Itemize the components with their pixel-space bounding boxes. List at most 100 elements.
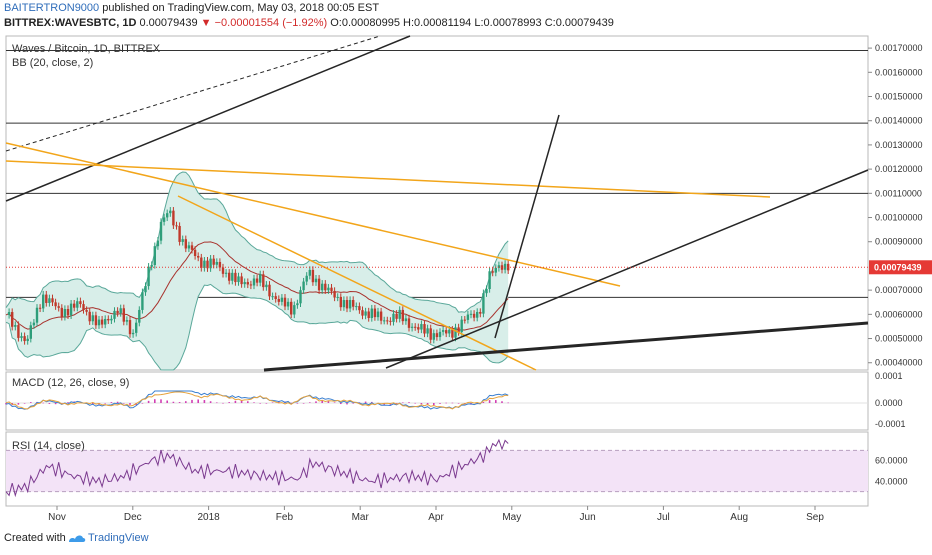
y-tick-label-0: 0.00170000 bbox=[875, 43, 923, 53]
candle-body bbox=[327, 287, 330, 291]
candle-body bbox=[221, 267, 225, 274]
rsi-line bbox=[5, 438, 509, 498]
last-price: 0.00079439 bbox=[139, 17, 198, 29]
orange-trendline-top bbox=[5, 160, 771, 198]
macd-tick-label-1: 0.0000 bbox=[875, 398, 903, 408]
bb-indicator-label[interactable]: BB (20, close, 2) bbox=[12, 57, 94, 69]
candle-body bbox=[38, 307, 42, 309]
macd-hist-bar bbox=[203, 400, 206, 403]
candle-body bbox=[386, 320, 389, 322]
candle-body bbox=[66, 309, 70, 316]
macd-hist-bar bbox=[420, 403, 423, 405]
bb-band-fill bbox=[6, 172, 509, 370]
candle-body bbox=[274, 296, 277, 300]
x-tick-label-10: Sep bbox=[806, 512, 824, 523]
candle-body bbox=[144, 286, 147, 293]
candle-body bbox=[296, 303, 299, 306]
x-tick-label-7: Jun bbox=[580, 512, 596, 523]
rsi-band-fill bbox=[6, 450, 868, 492]
black-trendline-long-upper bbox=[5, 35, 411, 202]
candle-body bbox=[460, 319, 463, 333]
macd-hist-bar bbox=[154, 399, 156, 403]
candle-body bbox=[259, 274, 262, 283]
macd-hist-bar bbox=[321, 400, 323, 403]
macd-hist-bar bbox=[333, 402, 336, 404]
macd-hist-bar bbox=[129, 403, 131, 405]
candle-body bbox=[178, 225, 181, 242]
rsi-tick-label-1: 40.0000 bbox=[875, 476, 908, 486]
macd-indicator-label[interactable]: MACD (12, 26, close, 9) bbox=[12, 377, 130, 389]
bb-lower-line bbox=[5, 283, 509, 371]
x-tick-label-8: Jul bbox=[657, 512, 670, 523]
macd-hist-bar bbox=[309, 402, 311, 403]
footer-brand[interactable]: TradingView bbox=[88, 532, 149, 544]
candle-body bbox=[448, 329, 451, 334]
candle-body bbox=[54, 302, 57, 307]
x-tick-label-9: Aug bbox=[730, 512, 748, 523]
candle-body bbox=[417, 327, 420, 330]
macd-hist-bar bbox=[48, 403, 51, 404]
candle-body bbox=[503, 263, 507, 270]
macd-hist-bar bbox=[346, 403, 348, 405]
candle-body bbox=[429, 328, 432, 340]
candle-body bbox=[426, 328, 429, 334]
candle-body bbox=[485, 289, 488, 294]
candle-body bbox=[76, 301, 79, 308]
candle-body bbox=[305, 275, 308, 282]
candle-body bbox=[153, 246, 156, 265]
candle-body bbox=[224, 272, 228, 274]
x-tick-label-4: Mar bbox=[352, 512, 370, 523]
macd-hist-bar bbox=[185, 401, 187, 403]
macd-hist-bar bbox=[482, 401, 485, 403]
candle-body bbox=[203, 260, 206, 268]
candle-body bbox=[240, 276, 243, 285]
macd-hist-bar bbox=[160, 399, 162, 403]
candle-body bbox=[454, 327, 457, 338]
macd-hist-bar bbox=[265, 403, 268, 404]
candle-body bbox=[392, 313, 395, 322]
candle-body bbox=[314, 278, 318, 283]
candle-body bbox=[280, 297, 284, 302]
macd-hist-bar bbox=[123, 403, 125, 404]
candle-body bbox=[283, 297, 287, 307]
macd-hist-bar bbox=[116, 401, 119, 403]
rsi-indicator-label[interactable]: RSI (14, close) bbox=[12, 440, 85, 452]
macd-hist-bar bbox=[42, 402, 44, 404]
candle-body bbox=[299, 290, 302, 304]
candle-body bbox=[159, 221, 163, 241]
macd-hist-bar bbox=[110, 402, 113, 403]
candle-body bbox=[156, 240, 160, 247]
candle-body bbox=[200, 257, 203, 268]
candle-body bbox=[187, 245, 191, 249]
candle-body bbox=[69, 303, 73, 316]
candle-body bbox=[14, 325, 17, 327]
candle-body bbox=[82, 304, 85, 310]
candle-body bbox=[404, 318, 408, 322]
macd-hist-bar bbox=[271, 402, 274, 403]
macd-hist-bar bbox=[209, 401, 212, 403]
candle-body bbox=[141, 292, 144, 310]
candle-body bbox=[379, 311, 383, 321]
candle-body bbox=[17, 325, 20, 338]
candle-body bbox=[169, 210, 172, 214]
candle-body bbox=[190, 245, 194, 250]
macd-hist-bar bbox=[216, 402, 218, 404]
black-trendline-steep bbox=[494, 114, 560, 339]
author-name[interactable]: BAITERTRON9000 bbox=[4, 2, 100, 14]
candle-body bbox=[209, 258, 212, 269]
candle-body bbox=[57, 306, 60, 308]
candle-body bbox=[457, 327, 460, 333]
candle-body bbox=[345, 300, 349, 309]
black-trendline-dashed bbox=[5, 35, 381, 152]
candle-body bbox=[367, 311, 370, 319]
candle-body bbox=[246, 282, 249, 285]
candle-body bbox=[361, 310, 364, 316]
candle-body bbox=[228, 272, 231, 281]
candle-body bbox=[20, 336, 23, 338]
macd-hist-bar bbox=[364, 401, 367, 403]
y-tick-label-5: 0.00120000 bbox=[875, 164, 923, 174]
macd-hist-bar bbox=[439, 403, 441, 404]
macd-hist-bar bbox=[402, 402, 404, 404]
macd-hist-bar bbox=[278, 401, 280, 403]
